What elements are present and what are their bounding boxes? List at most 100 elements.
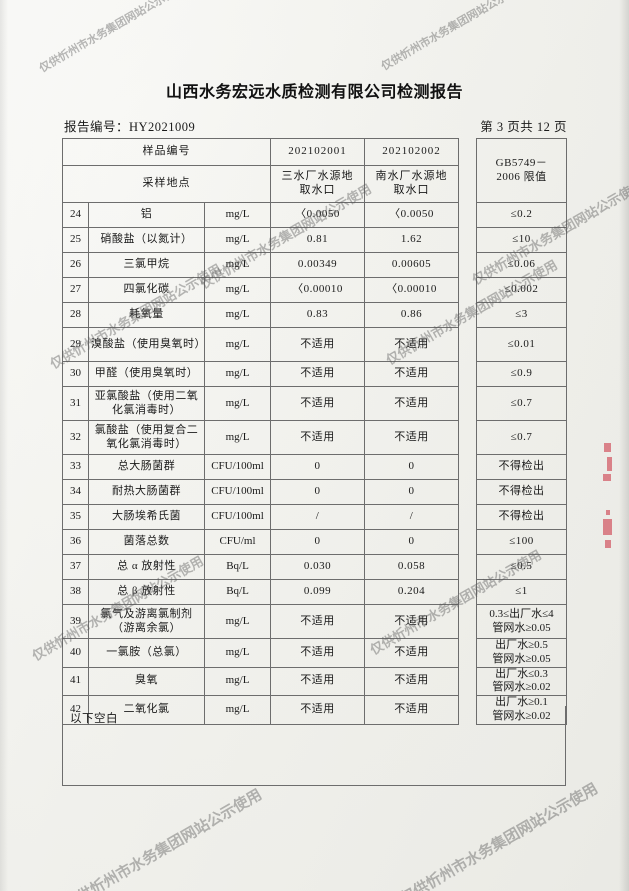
fold-gap-cell	[458, 420, 478, 455]
table-header-sample-row: 样品编号 202102001 202102002 GB5749－ 2006 限值	[61, 138, 568, 203]
row-index: 38	[62, 579, 89, 605]
row-limit: 不得检出	[476, 479, 568, 505]
results-table-body: 样品编号 202102001 202102002 GB5749－ 2006 限值…	[61, 138, 568, 725]
watermark: 仅供忻州市水务集团网站公示使用	[379, 0, 529, 73]
row-unit: mg/L	[203, 666, 272, 696]
row-value-sample2: 不适用	[364, 420, 460, 455]
page-edge-shadow-left	[0, 0, 8, 891]
row-value-sample1: 0	[270, 479, 366, 505]
row-item-name: 氯酸盐（使用复合二氧化氯消毒时）	[88, 420, 205, 455]
row-index: 25	[62, 227, 89, 253]
row-item-name: 总 α 放射性	[88, 554, 205, 580]
row-limit: ≤0.06	[476, 252, 568, 278]
row-index: 31	[62, 386, 89, 421]
fold-gap-cell	[458, 604, 478, 639]
row-value-sample1: 0	[270, 454, 366, 480]
fold-gap-cell	[458, 386, 478, 421]
row-item-name: 三氯甲烷	[88, 252, 205, 278]
row-limit: ≤100	[476, 529, 568, 555]
row-unit: mg/L	[203, 252, 272, 278]
row-value-sample1: 不适用	[270, 695, 366, 725]
table-row: 26 三氯甲烷 mg/L 0.00349 0.00605 ≤0.06	[62, 252, 568, 278]
row-unit: mg/L	[203, 227, 272, 253]
row-limit: ≤0.9	[476, 361, 568, 387]
row-unit: mg/L	[203, 604, 272, 639]
header-location-label: 采样地点	[61, 165, 272, 203]
row-value-sample2: /	[364, 504, 460, 530]
table-row: 31 亚氯酸盐（使用二氧化氯消毒时） mg/L 不适用 不适用 ≤0.7	[62, 386, 568, 421]
row-limit-line: 管网水≥0.05	[492, 621, 551, 634]
table-header-location-row: 采样地点 三水厂水源地 取水口 南水厂水源地 取水口	[61, 165, 567, 203]
fold-gap-cell	[458, 454, 478, 480]
row-item-name: 四氯化碳	[88, 277, 205, 303]
header-location-2-line2: 取水口	[393, 184, 430, 196]
row-item-name: 耗氧量	[88, 302, 205, 328]
row-unit: mg/L	[203, 420, 272, 455]
page-edge-shadow-right	[619, 0, 629, 891]
row-value-sample1: 〈0.00010	[270, 277, 366, 303]
row-value-sample1: 不适用	[270, 420, 366, 455]
row-index: 39	[62, 604, 89, 639]
header-location-1-line1: 三水厂水源地	[281, 170, 354, 183]
row-unit: mg/L	[203, 638, 272, 668]
row-value-sample1: 0.81	[270, 227, 366, 253]
row-value-sample2: 0.058	[364, 554, 460, 580]
row-item-name: 亚氯酸盐（使用二氧化氯消毒时）	[88, 386, 205, 421]
row-limit-line: 出厂水≥0.1	[495, 696, 548, 708]
row-index: 40	[62, 638, 89, 668]
row-limit: 出厂水≤0.3 管网水≥0.02	[476, 666, 568, 696]
row-unit: CFU/ml	[203, 529, 272, 555]
red-stamp-fragment	[603, 519, 612, 535]
header-sample-no-label: 样品编号	[61, 138, 272, 166]
row-unit: mg/L	[203, 277, 272, 303]
table-row: 24 铝 mg/L 〈0.0050 〈0.0050 ≤0.2	[62, 202, 568, 228]
watermark: 仅供忻州市水务集团网站公示使用	[61, 786, 265, 891]
row-value-sample2: 1.62	[364, 227, 460, 253]
row-value-sample1: 不适用	[270, 327, 366, 362]
fold-gap-cell	[458, 529, 478, 555]
row-limit-line: 管网水≥0.05	[492, 652, 551, 665]
red-stamp-fragment	[603, 474, 611, 481]
red-stamp-fragment	[604, 443, 611, 452]
row-limit: 出厂水≥0.5 管网水≥0.05	[476, 638, 568, 668]
row-index: 42	[62, 695, 89, 725]
row-value-sample2: 〈0.00010	[364, 277, 460, 303]
page-title: 山西水务宏远水质检测有限公司检测报告	[165, 84, 463, 101]
row-index: 26	[62, 252, 89, 278]
red-stamp-fragment	[605, 540, 611, 548]
table-row: 36 菌落总数 CFU/ml 0 0 ≤100	[62, 529, 568, 555]
table-row: 27 四氯化碳 mg/L 〈0.00010 〈0.00010 ≤0.002	[62, 277, 568, 303]
row-limit-line: 出厂水≥0.5	[495, 639, 548, 651]
table-row: 37 总 α 放射性 Bq/L 0.030 0.058 ≤0.5	[62, 554, 568, 580]
row-value-sample2: 不适用	[364, 386, 460, 421]
row-value-sample2: 〈0.0050	[364, 202, 460, 228]
row-value-sample1: 不适用	[270, 604, 366, 639]
row-value-sample1: 0.030	[270, 554, 366, 580]
fold-gap-cell	[458, 361, 478, 387]
table-row: 30 甲醛（使用臭氧时） mg/L 不适用 不适用 ≤0.9	[62, 361, 568, 387]
row-item-name: 一氯胺（总氯）	[88, 638, 205, 668]
table-row: 39 氯气及游离氯制剂（游离余氯） mg/L 不适用 不适用 0.3≤出厂水≤4 管网水≥0…	[62, 604, 568, 639]
row-value-sample2: 0	[364, 479, 460, 505]
row-item-name: 二氧化氯	[88, 695, 205, 725]
row-index: 41	[62, 666, 89, 696]
fold-gap-cell	[458, 667, 478, 696]
row-unit: mg/L	[203, 361, 272, 387]
row-value-sample2: 不适用	[364, 666, 460, 696]
fold-gap-cell	[458, 277, 478, 303]
table-row: 34 耐热大肠菌群 CFU/100ml 0 0 不得检出	[62, 479, 568, 505]
watermark: 仅供忻州市水务集团网站公示使用	[37, 0, 187, 75]
row-item-name: 氯气及游离氯制剂（游离余氯）	[88, 604, 205, 639]
fold-gap-cell	[458, 579, 478, 605]
header-sample-no-1: 202102001	[270, 138, 366, 166]
row-index: 27	[62, 277, 89, 303]
row-item-name: 总 β 放射性	[88, 579, 205, 605]
row-item-name: 菌落总数	[88, 529, 205, 555]
row-value-sample2: 0	[364, 529, 460, 555]
row-unit: mg/L	[203, 202, 272, 228]
row-value-sample2: 0.86	[364, 302, 460, 328]
page-number: 第 3 页共 12 页	[480, 120, 567, 134]
fold-gap-cell	[458, 227, 478, 253]
row-unit: mg/L	[203, 302, 272, 328]
